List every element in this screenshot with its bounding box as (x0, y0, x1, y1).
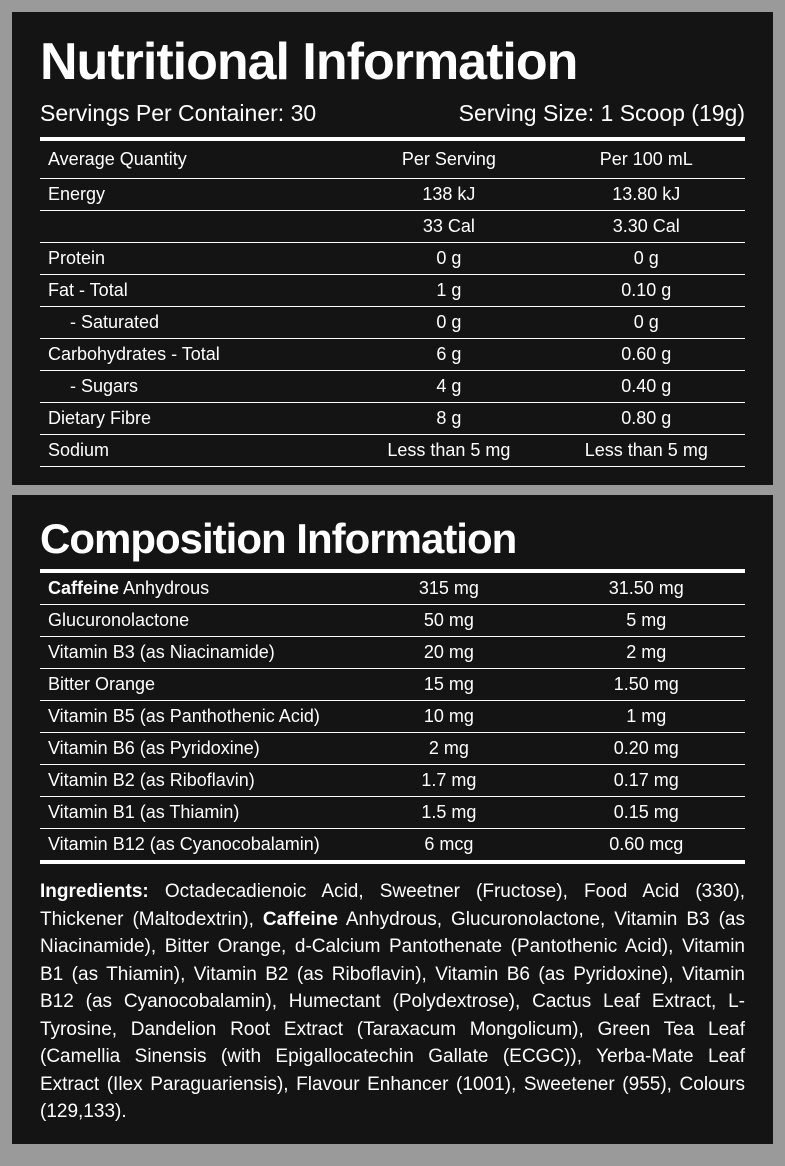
per-100ml-value: 0 g (548, 243, 745, 275)
nutrient-label: Energy (40, 179, 350, 211)
ingredient-label: Vitamin B5 (as Panthothenic Acid) (40, 701, 350, 733)
per-serving-value: Less than 5 mg (350, 435, 547, 467)
per-100ml-value: 0.80 g (548, 403, 745, 435)
composition-panel: Composition Information Caffeine Anhydro… (12, 495, 773, 1144)
table-row: Protein0 g0 g (40, 243, 745, 275)
ingredients-label: Ingredients: (40, 881, 149, 902)
per-serving-value: 6 g (350, 339, 547, 371)
nutrition-title: Nutritional Information (40, 32, 745, 92)
table-row: Carbohydrates - Total6 g0.60 g (40, 339, 745, 371)
per-100ml-value: 1 mg (548, 701, 745, 733)
nutrient-label: Protein (40, 243, 350, 275)
per-100ml-value: 5 mg (548, 605, 745, 637)
per-serving-value: 138 kJ (350, 179, 547, 211)
table-row: Dietary Fibre8 g0.80 g (40, 403, 745, 435)
composition-title: Composition Information (40, 515, 745, 563)
table-row: Vitamin B6 (as Pyridoxine)2 mg0.20 mg (40, 733, 745, 765)
per-serving-value: 4 g (350, 371, 547, 403)
per-100ml-value: 0.20 mg (548, 733, 745, 765)
table-row: - Sugars4 g0.40 g (40, 371, 745, 403)
per-100ml-value: 0.60 g (548, 339, 745, 371)
ingredient-label: Vitamin B2 (as Riboflavin) (40, 765, 350, 797)
col-per-100ml: Per 100 mL (548, 141, 745, 179)
per-100ml-value: 2 mg (548, 637, 745, 669)
per-serving-value: 33 Cal (350, 211, 547, 243)
table-row: Fat - Total1 g0.10 g (40, 275, 745, 307)
table-row: Caffeine Anhydrous315 mg31.50 mg (40, 573, 745, 605)
per-serving-value: 1.7 mg (350, 765, 547, 797)
per-100ml-value: 0.15 mg (548, 797, 745, 829)
per-100ml-value: 0.10 g (548, 275, 745, 307)
per-serving-value: 1.5 mg (350, 797, 547, 829)
nutrition-panel: Nutritional Information Servings Per Con… (12, 12, 773, 485)
ingredient-label: Vitamin B12 (as Cyanocobalamin) (40, 829, 350, 863)
per-100ml-value: 13.80 kJ (548, 179, 745, 211)
ingredient-label: Vitamin B6 (as Pyridoxine) (40, 733, 350, 765)
serving-line: Servings Per Container: 30 Serving Size:… (40, 100, 745, 127)
serving-size: Serving Size: 1 Scoop (19g) (459, 100, 745, 127)
per-100ml-value: 1.50 mg (548, 669, 745, 701)
nutrient-label: - Saturated (40, 307, 350, 339)
table-row: Vitamin B12 (as Cyanocobalamin)6 mcg0.60… (40, 829, 745, 863)
nutrient-label: Dietary Fibre (40, 403, 350, 435)
ingredient-label: Glucuronolactone (40, 605, 350, 637)
per-100ml-value: 0 g (548, 307, 745, 339)
per-100ml-value: 0.17 mg (548, 765, 745, 797)
per-serving-value: 315 mg (350, 573, 547, 605)
nutrient-label (40, 211, 350, 243)
table-header-row: Average Quantity Per Serving Per 100 mL (40, 141, 745, 179)
table-row: SodiumLess than 5 mgLess than 5 mg (40, 435, 745, 467)
ingredient-label: Bitter Orange (40, 669, 350, 701)
per-serving-value: 8 g (350, 403, 547, 435)
table-row: Energy138 kJ13.80 kJ (40, 179, 745, 211)
per-serving-value: 2 mg (350, 733, 547, 765)
per-serving-value: 1 g (350, 275, 547, 307)
table-row: Glucuronolactone50 mg5 mg (40, 605, 745, 637)
table-row: 33 Cal3.30 Cal (40, 211, 745, 243)
per-100ml-value: 31.50 mg (548, 573, 745, 605)
per-100ml-value: 0.40 g (548, 371, 745, 403)
table-row: Bitter Orange15 mg1.50 mg (40, 669, 745, 701)
per-serving-value: 6 mcg (350, 829, 547, 863)
ingredient-label: Vitamin B1 (as Thiamin) (40, 797, 350, 829)
nutrient-label: - Sugars (40, 371, 350, 403)
per-serving-value: 0 g (350, 307, 547, 339)
nutrition-table: Average Quantity Per Serving Per 100 mL … (40, 141, 745, 467)
per-100ml-value: 3.30 Cal (548, 211, 745, 243)
per-serving-value: 15 mg (350, 669, 547, 701)
table-row: Vitamin B1 (as Thiamin)1.5 mg0.15 mg (40, 797, 745, 829)
ingredients-bold: Caffeine (263, 909, 338, 930)
col-label: Average Quantity (40, 141, 350, 179)
table-row: Vitamin B5 (as Panthothenic Acid)10 mg1 … (40, 701, 745, 733)
per-serving-value: 20 mg (350, 637, 547, 669)
ingredients-text: Ingredients: Octadecadienoic Acid, Sweet… (40, 878, 745, 1126)
per-serving-value: 50 mg (350, 605, 547, 637)
nutrient-label: Carbohydrates - Total (40, 339, 350, 371)
ingredient-label: Caffeine Anhydrous (40, 573, 350, 605)
per-100ml-value: Less than 5 mg (548, 435, 745, 467)
per-100ml-value: 0.60 mcg (548, 829, 745, 863)
per-serving-value: 0 g (350, 243, 547, 275)
nutrient-label: Sodium (40, 435, 350, 467)
ingredient-label: Vitamin B3 (as Niacinamide) (40, 637, 350, 669)
table-row: Vitamin B3 (as Niacinamide)20 mg2 mg (40, 637, 745, 669)
composition-table: Caffeine Anhydrous315 mg31.50 mgGlucuron… (40, 573, 745, 864)
col-per-serving: Per Serving (350, 141, 547, 179)
per-serving-value: 10 mg (350, 701, 547, 733)
nutrient-label: Fat - Total (40, 275, 350, 307)
ingredients-post: Anhydrous, Glucuronolactone, Vitamin B3 … (40, 909, 745, 1123)
servings-per-container: Servings Per Container: 30 (40, 100, 316, 127)
table-row: Vitamin B2 (as Riboflavin)1.7 mg0.17 mg (40, 765, 745, 797)
table-row: - Saturated0 g0 g (40, 307, 745, 339)
